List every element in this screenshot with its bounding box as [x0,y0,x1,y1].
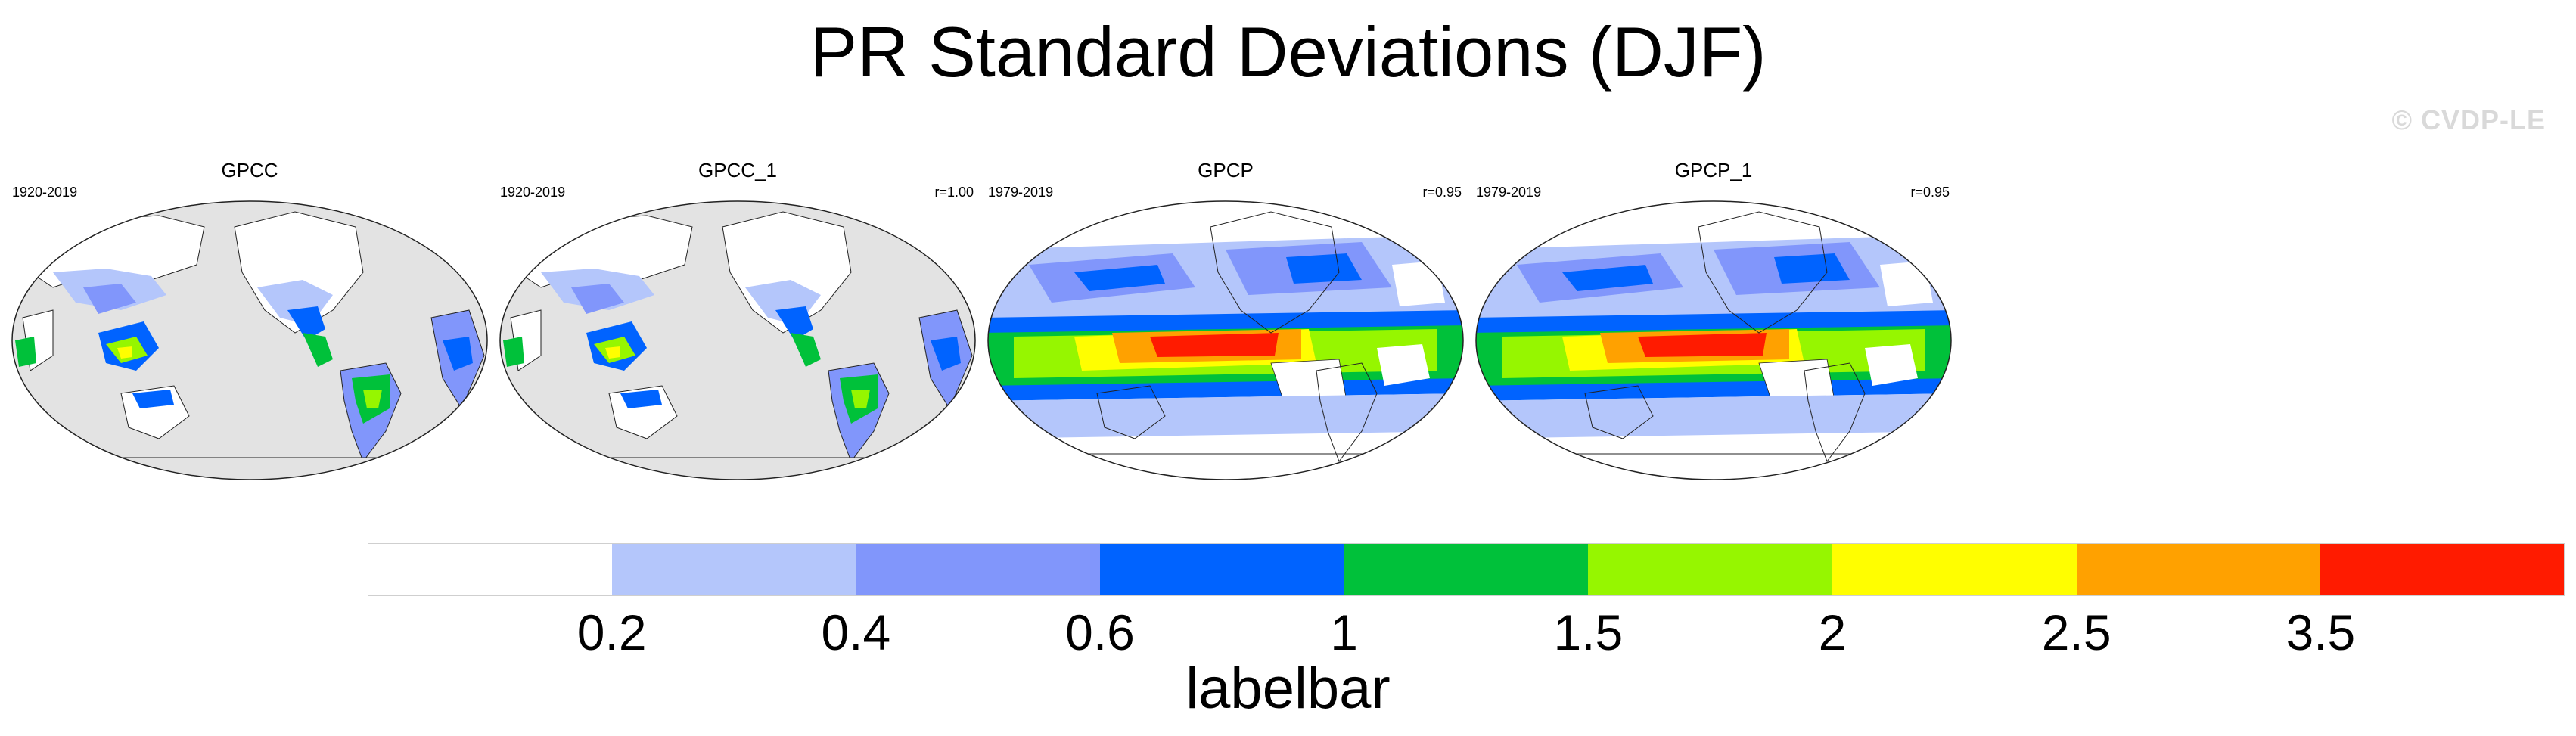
map-panel-gpcp: GPCP 1979-2019 r=0.95 [983,159,1468,484]
colorbar-segment [2320,543,2565,596]
colorbar-segment [1588,543,1833,596]
panel-title: GPCP_1 [1674,159,1753,182]
colorbar-segment [1100,543,1345,596]
colorbar-tick-label: 2.5 [2041,604,2111,660]
panel-title: GPCP [1198,159,1254,182]
colorbar-tick-label: 0.2 [576,604,647,660]
map-gpcc-1 [499,200,976,480]
panel-period: 1979-2019 [1476,185,1542,200]
map-gpcp-1 [1475,200,1952,480]
colorbar-segment [368,543,613,596]
colorbar-title: labelbar [1185,657,1391,721]
colorbar-tick-label: 1 [1330,604,1359,660]
colorbar-tick-label: 0.4 [821,604,891,660]
colorbar-tick-label: 0.6 [1065,604,1135,660]
colorbar-segment [1832,543,2077,596]
colorbar-segment [611,543,856,596]
panel-correlation: r=0.95 [1422,185,1462,200]
panel-title: GPCC_1 [698,159,778,182]
panel-period: 1920-2019 [12,185,78,200]
colorbar-segment [1344,543,1589,596]
panel-period: 1920-2019 [500,185,566,200]
colorbar-tick-label: 1.5 [1553,604,1624,660]
map-gpcc [11,200,488,480]
colorbar-tick-label: 3.5 [2285,604,2356,660]
colorbar-segment [2076,543,2321,596]
colorbar-tick-label: 2 [1818,604,1847,660]
panel-correlation: r=0.95 [1910,185,1950,200]
map-panel-gpcp-1: GPCP_1 1979-2019 r=0.95 [1471,159,1956,484]
map-panel-gpcc: GPCC 1920-2019 [8,159,492,484]
colorbar-segment [856,543,1101,596]
watermark: © CVDP-LE [2391,104,2546,135]
map-panel-gpcc-1: GPCC_1 1920-2019 r=1.00 [496,159,980,484]
map-gpcp [987,200,1464,480]
panel-title: GPCC [221,159,278,182]
colorbar [368,543,2565,596]
panel-period: 1979-2019 [988,185,1054,200]
panel-correlation: r=1.00 [934,185,974,200]
figure-title: PR Standard Deviations (DJF) [809,12,1767,92]
